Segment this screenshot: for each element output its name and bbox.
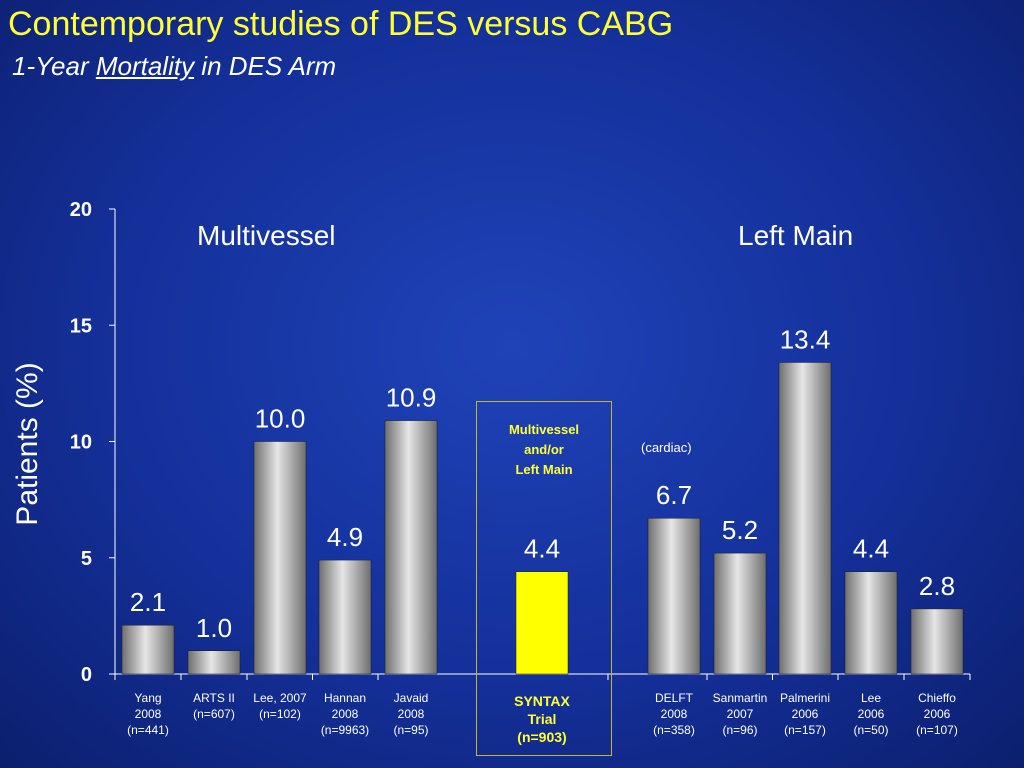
subtitle-prefix: 1-Year <box>12 51 96 81</box>
bar <box>844 571 898 675</box>
bar <box>187 650 241 675</box>
bar <box>713 552 767 675</box>
x-category-label: Lee, 2007 (n=102) <box>253 691 307 721</box>
x-category-label: ARTS II (n=607) <box>193 691 235 721</box>
bar <box>384 420 438 675</box>
y-tick-label: 10 <box>70 432 92 454</box>
bar-value-label: 6.7 <box>656 480 692 510</box>
bar-value-label: 4.4 <box>853 534 889 564</box>
x-category-label: Yang 2008 (n=441) <box>127 691 169 737</box>
slide-subtitle: 1-Year Mortality in DES Arm <box>12 50 336 82</box>
subtitle-underlined-word: Mortality <box>95 51 195 81</box>
bar <box>318 559 372 675</box>
multivessel-panel-label: Multivessel <box>197 220 336 251</box>
y-tick-label: 0 <box>81 664 92 686</box>
bar-value-label: 1.0 <box>196 613 232 643</box>
box-caption-line: Left Main <box>515 462 573 477</box>
bar <box>253 441 307 675</box>
box-caption-line: and/or <box>524 442 564 457</box>
x-category-label: Sanmartin 2007 (n=96) <box>712 691 768 737</box>
bar-value-label: 5.2 <box>722 515 758 545</box>
bar-highlighted <box>515 571 569 675</box>
bar-value-label: 2.1 <box>130 587 166 617</box>
bar <box>778 362 832 675</box>
slide-title: Contemporary studies of DES versus CABG <box>8 5 674 43</box>
bar-value-label: 13.4 <box>780 324 831 354</box>
syntax-highlight-box <box>476 401 612 756</box>
bar-value-label: 4.9 <box>327 522 363 552</box>
x-category-label: Hannan 2008 (n=9963) <box>320 691 370 737</box>
bar <box>121 624 175 675</box>
x-category-label: Chieffo 2006 (n=107) <box>916 691 958 737</box>
y-tick-label: 5 <box>81 548 92 570</box>
bar-value-label: 10.9 <box>386 383 437 413</box>
bar <box>647 517 701 675</box>
left-main-panel-label: Left Main <box>738 220 854 251</box>
x-category-label: Lee 2006 (n=50) <box>853 691 889 737</box>
syntax-box-caption: Multivessel and/or Left Main <box>476 420 612 480</box>
cardiac-note: (cardiac) <box>641 440 692 455</box>
x-category-label: DELFT 2008 (n=358) <box>653 691 695 737</box>
y-axis-title: Patients (%) <box>11 362 44 526</box>
y-tick-label: 15 <box>70 315 92 337</box>
bar-value-label: 2.8 <box>919 571 955 601</box>
bar <box>910 608 964 675</box>
y-tick-label: 20 <box>70 199 92 221</box>
x-category-label: SYNTAX Trial (n=903) <box>514 693 570 745</box>
subtitle-suffix: in DES Arm <box>194 51 337 81</box>
x-category-label: Javaid 2008 (n=95) <box>393 691 429 737</box>
bar-value-label: 10.0 <box>255 404 306 434</box>
box-caption-line: Multivessel <box>508 422 580 437</box>
x-category-label: Palmerini 2006 (n=157) <box>779 691 830 737</box>
bar-value-label: 4.4 <box>524 534 560 564</box>
